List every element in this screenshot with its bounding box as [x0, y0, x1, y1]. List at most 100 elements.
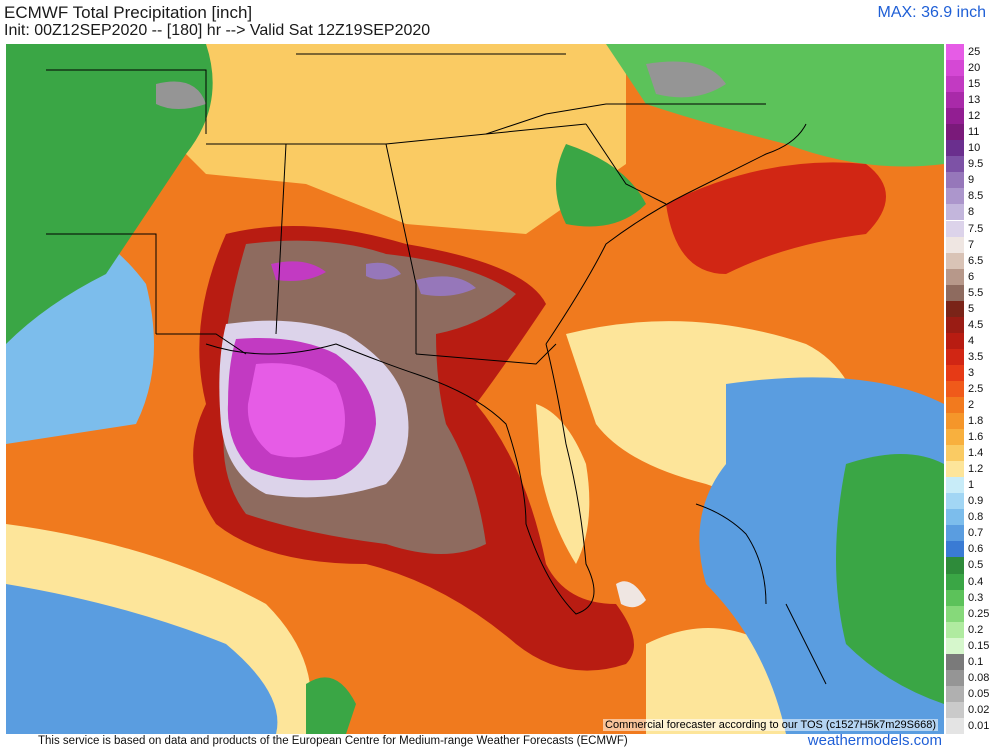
legend-label: 4 [968, 334, 975, 347]
legend-label: 11 [968, 126, 980, 139]
legend-label: 0.01 [968, 719, 990, 732]
precip-purple-spot-1 [271, 261, 326, 281]
legend-label: 0.08 [968, 671, 990, 684]
precip-light-north [156, 44, 626, 234]
legend-item: 1.4 [946, 445, 1000, 462]
legend-swatch [946, 44, 964, 61]
legend-label: 0.6 [968, 543, 984, 556]
legend-swatch [946, 637, 964, 654]
legend-label: 0.2 [968, 623, 984, 636]
legend-label: 2 [968, 399, 975, 412]
legend-item: 4 [946, 332, 1000, 349]
legend-item: 0.8 [946, 509, 1000, 526]
legend-item: 0.15 [946, 637, 1000, 654]
legend-swatch [946, 525, 964, 542]
legend-swatch [946, 300, 964, 317]
legend-label: 3 [968, 366, 975, 379]
legend-item: 0.3 [946, 589, 1000, 606]
precip-keys-light [616, 581, 646, 608]
legend-item: 7 [946, 236, 1000, 253]
legend-label: 7.5 [968, 222, 984, 235]
legend-item: 0.05 [946, 685, 1000, 702]
precipitation-map-canvas [6, 44, 944, 734]
precip-grey-nw [156, 81, 206, 109]
legend-item: 5 [946, 300, 1000, 317]
legend-item: 0.6 [946, 541, 1000, 558]
legend-swatch [946, 717, 964, 734]
legend-swatch [946, 60, 964, 77]
legend-label: 0.25 [968, 607, 990, 620]
legend-swatch [946, 701, 964, 718]
legend-label: 0.4 [968, 575, 984, 588]
legend-label: 20 [968, 62, 981, 75]
legend-label: 0.3 [968, 591, 984, 604]
legend-item: 15 [946, 76, 1000, 93]
brand-link[interactable]: weathermodels.com [807, 732, 942, 749]
legend-item: 8 [946, 204, 1000, 221]
legend-item: 3 [946, 364, 1000, 381]
legend-swatch [946, 76, 964, 93]
legend-label: 6 [968, 270, 975, 283]
legend-item: 6 [946, 268, 1000, 285]
legend-label: 1 [968, 479, 975, 492]
legend-item: 1.2 [946, 461, 1000, 478]
legend-label: 8 [968, 206, 975, 219]
map-title: ECMWF Total Precipitation [inch] [4, 3, 253, 22]
legend-swatch [946, 156, 964, 173]
precip-purple-spot-2 [366, 262, 401, 280]
legend-swatch [946, 236, 964, 253]
legend-item: 0.08 [946, 669, 1000, 686]
legend-swatch [946, 124, 964, 141]
legend-label: 0.15 [968, 639, 990, 652]
legend-swatch [946, 364, 964, 381]
legend-swatch [946, 557, 964, 574]
legend-swatch [946, 669, 964, 686]
legend-item: 11 [946, 124, 1000, 141]
legend-item: 10 [946, 140, 1000, 157]
legend-item: 0.01 [946, 717, 1000, 734]
legend-swatch [946, 348, 964, 365]
legend-item: 0.7 [946, 525, 1000, 542]
legend-swatch [946, 429, 964, 446]
legend-swatch [946, 380, 964, 397]
legend-item: 1 [946, 477, 1000, 494]
legend-label: 0.05 [968, 687, 990, 700]
legend-item: 8.5 [946, 188, 1000, 205]
legend-label: 5 [968, 302, 975, 315]
legend-label: 1.6 [968, 431, 984, 444]
legend-swatch [946, 284, 964, 301]
legend-item: 0.02 [946, 701, 1000, 718]
legend-swatch [946, 220, 964, 237]
legend-label: 9 [968, 174, 975, 187]
legend-swatch [946, 605, 964, 622]
legend-item: 2.5 [946, 380, 1000, 397]
precip-grey-ne [646, 61, 726, 98]
legend-label: 0.02 [968, 703, 990, 716]
legend-item: 1.6 [946, 429, 1000, 446]
legend-label: 2.5 [968, 382, 984, 395]
legend-swatch [946, 509, 964, 526]
legend-item: 5.5 [946, 284, 1000, 301]
tos-watermark: Commercial forecaster according to our T… [603, 719, 938, 731]
legend-label: 1.8 [968, 415, 984, 428]
legend-label: 1.2 [968, 463, 984, 476]
legend-label: 25 [968, 46, 981, 58]
legend-label: 1.4 [968, 447, 984, 460]
legend-item: 25 [946, 44, 1000, 61]
legend-item: 3.5 [946, 348, 1000, 365]
legend-label: 0.9 [968, 495, 984, 508]
legend-item: 2 [946, 397, 1000, 414]
legend-swatch [946, 92, 964, 109]
legend-label: 3.5 [968, 350, 984, 363]
legend-item: 9 [946, 172, 1000, 189]
legend-swatch [946, 252, 964, 269]
precip-magenta-center [247, 363, 345, 458]
color-legend: 25 20 15 13 12 11 10 9.5 9 8.5 8 7.5 7 6.5 6 5.5 5 4.5 4 3.… [946, 44, 1000, 734]
legend-label: 0.1 [968, 655, 984, 668]
precip-darkred-coast [666, 162, 886, 274]
precip-green-east [836, 454, 944, 704]
legend-item: 4.5 [946, 316, 1000, 333]
legend-swatch [946, 108, 964, 125]
legend-swatch [946, 621, 964, 638]
legend-label: 10 [968, 142, 981, 155]
